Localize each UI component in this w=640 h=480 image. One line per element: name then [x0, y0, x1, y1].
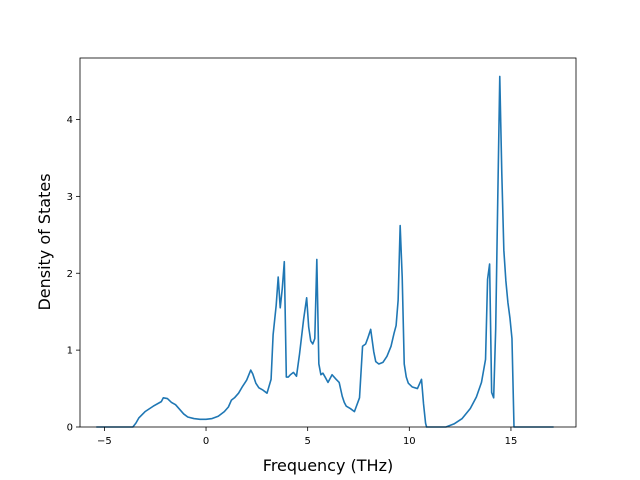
- y-tick-label: 0: [67, 423, 73, 434]
- plot-frame: [79, 57, 577, 428]
- y-tick-label: 2: [67, 269, 73, 280]
- x-tick-label: 15: [505, 436, 518, 447]
- x-tick-label: 0: [203, 436, 209, 447]
- y-tick-label: 1: [67, 346, 73, 357]
- x-tick-label: 5: [304, 436, 310, 447]
- y-axis-label: Density of States: [35, 173, 54, 310]
- y-tick-label: 3: [67, 192, 73, 203]
- x-tick-label: 10: [403, 436, 416, 447]
- x-axis-label: Frequency (THz): [263, 456, 393, 475]
- y-tick-label: 4: [67, 115, 73, 126]
- x-tick-label: −5: [97, 436, 112, 447]
- dos-series-line: [96, 75, 554, 428]
